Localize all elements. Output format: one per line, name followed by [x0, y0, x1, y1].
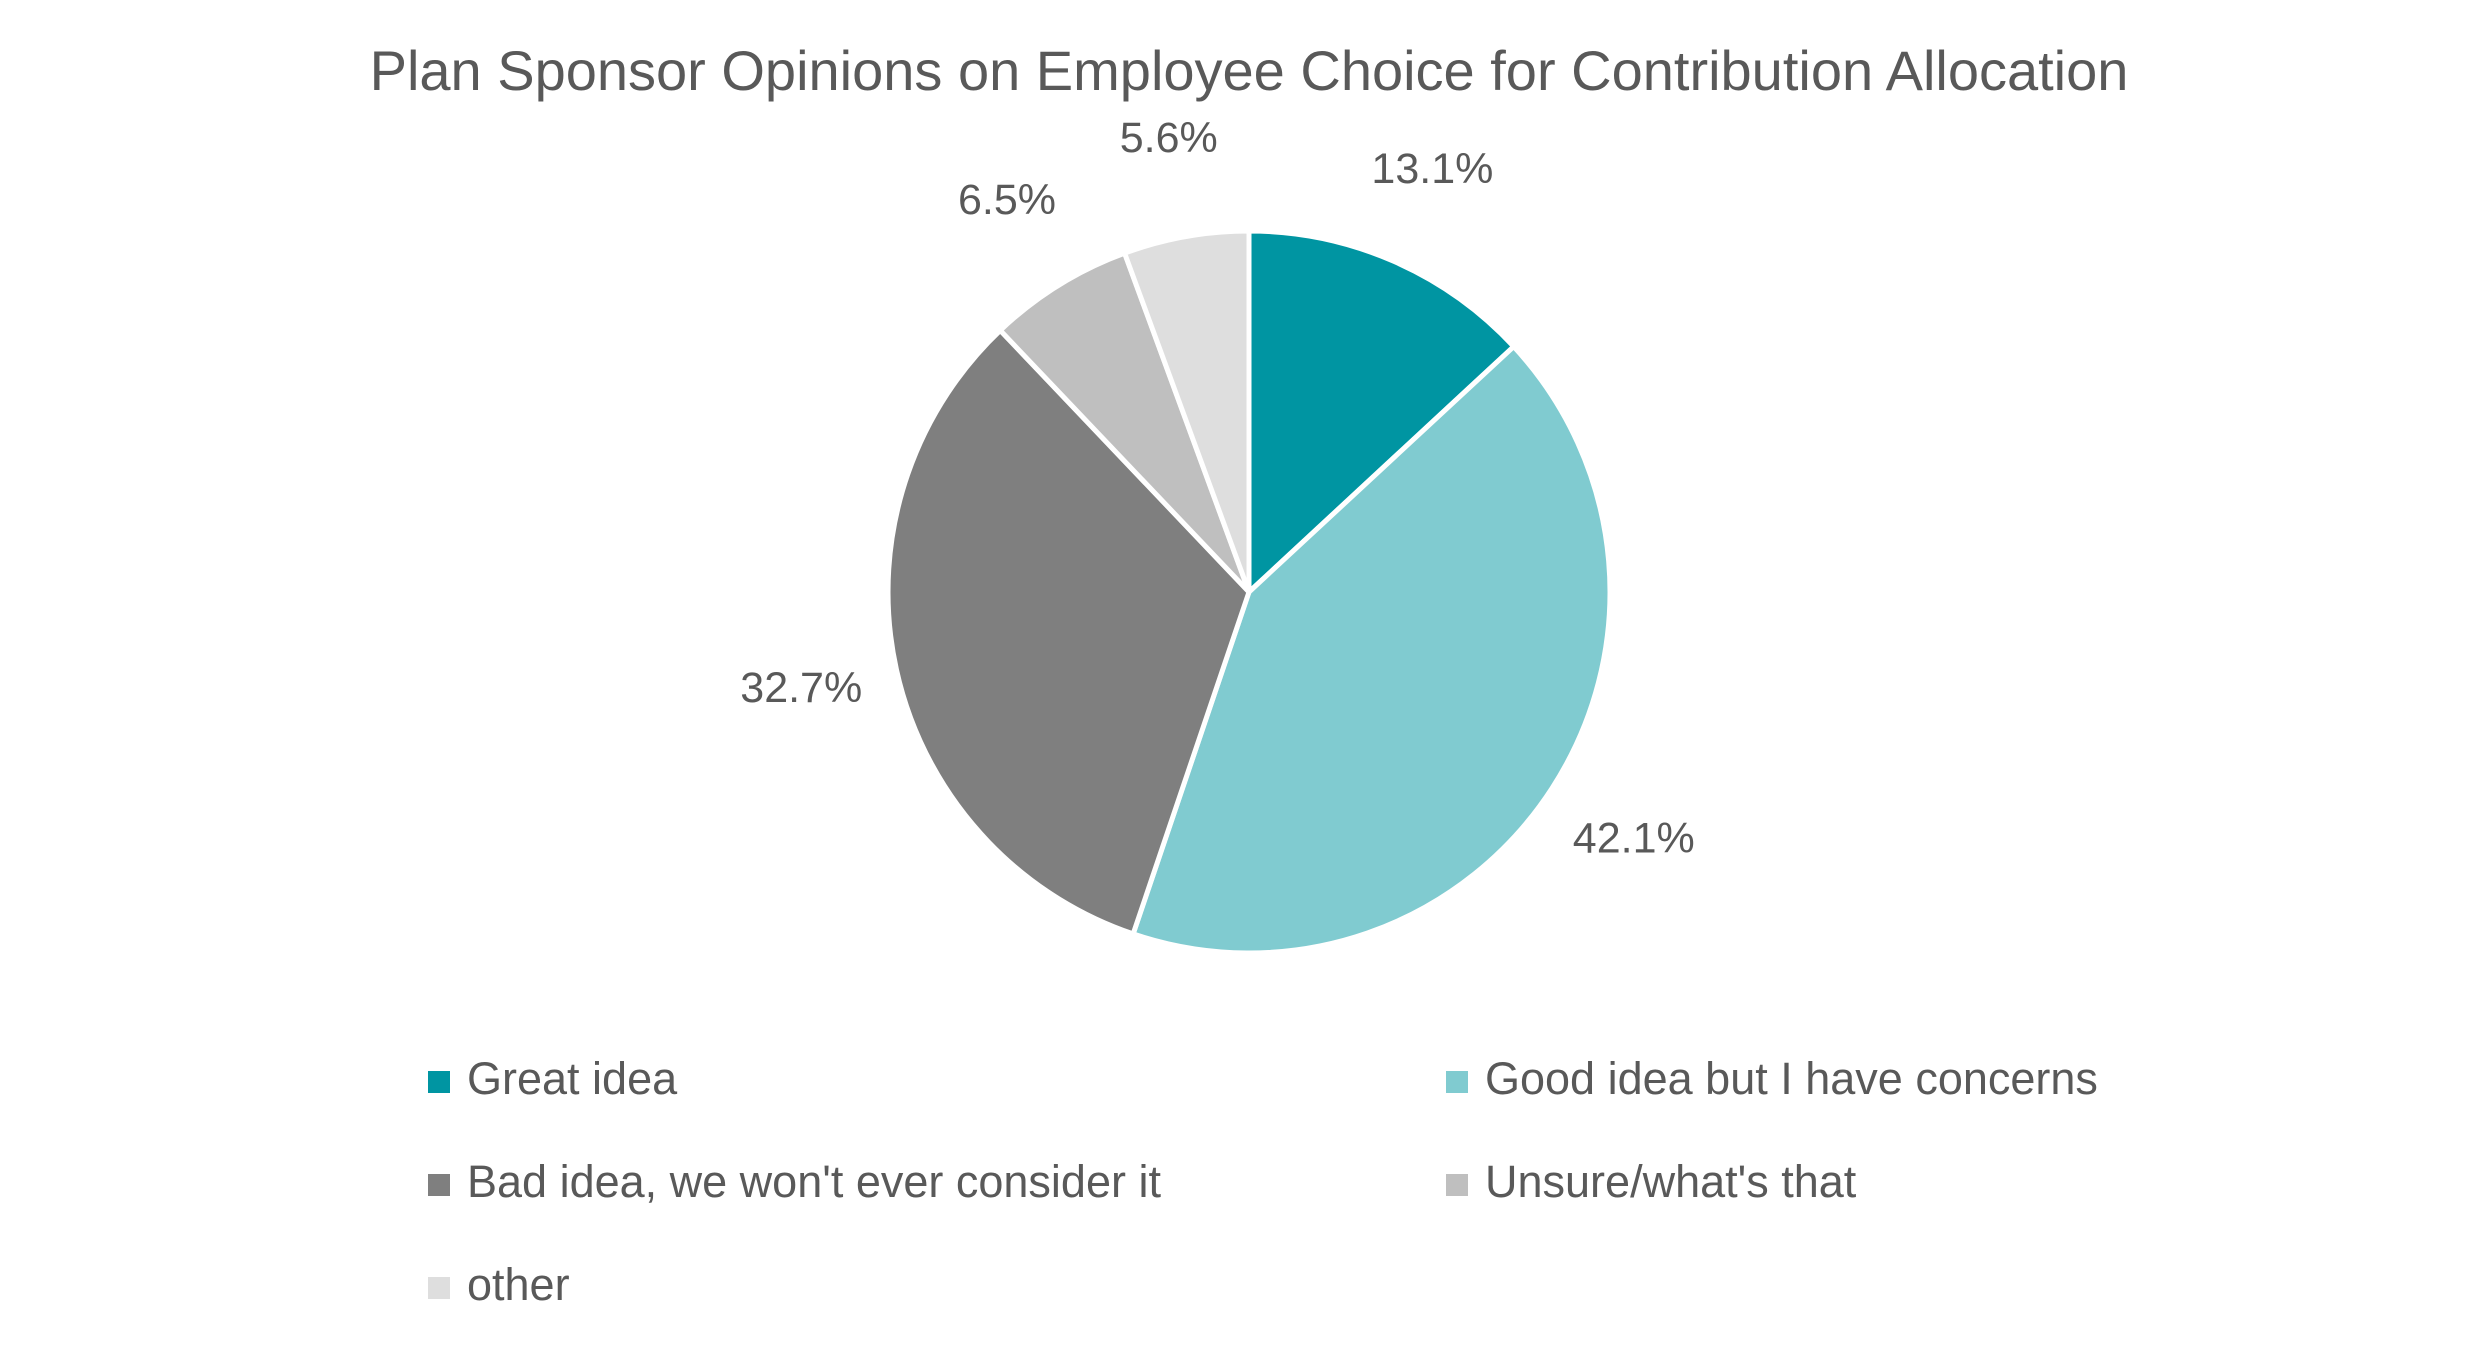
- legend-swatch: [428, 1174, 450, 1196]
- legend-label: other: [467, 1259, 570, 1310]
- data-label: 32.7%: [740, 664, 862, 712]
- legend-label: Bad idea, we won't ever consider it: [467, 1156, 1161, 1207]
- pie-slice: [997, 250, 1252, 595]
- chart-title: Plan Sponsor Opinions on Employee Choice…: [370, 39, 2129, 102]
- legend-swatch: [428, 1277, 450, 1299]
- data-label: 42.1%: [1573, 815, 1695, 863]
- pie-slice: [1130, 344, 1613, 956]
- legend-label: Great idea: [467, 1053, 678, 1104]
- legend-label: Unsure/what's that: [1485, 1156, 1857, 1207]
- pie-slice: [885, 327, 1252, 937]
- legend-label: Good idea but I have concerns: [1485, 1053, 2098, 1104]
- pie-slice: [1122, 228, 1252, 595]
- data-label: 5.6%: [1120, 114, 1218, 162]
- legend-swatch: [1446, 1071, 1468, 1093]
- legend-swatch: [428, 1071, 450, 1093]
- pie-slice: [1246, 228, 1517, 595]
- data-label: 13.1%: [1371, 145, 1493, 193]
- data-label: 6.5%: [958, 176, 1056, 224]
- legend-swatch: [1446, 1174, 1468, 1196]
